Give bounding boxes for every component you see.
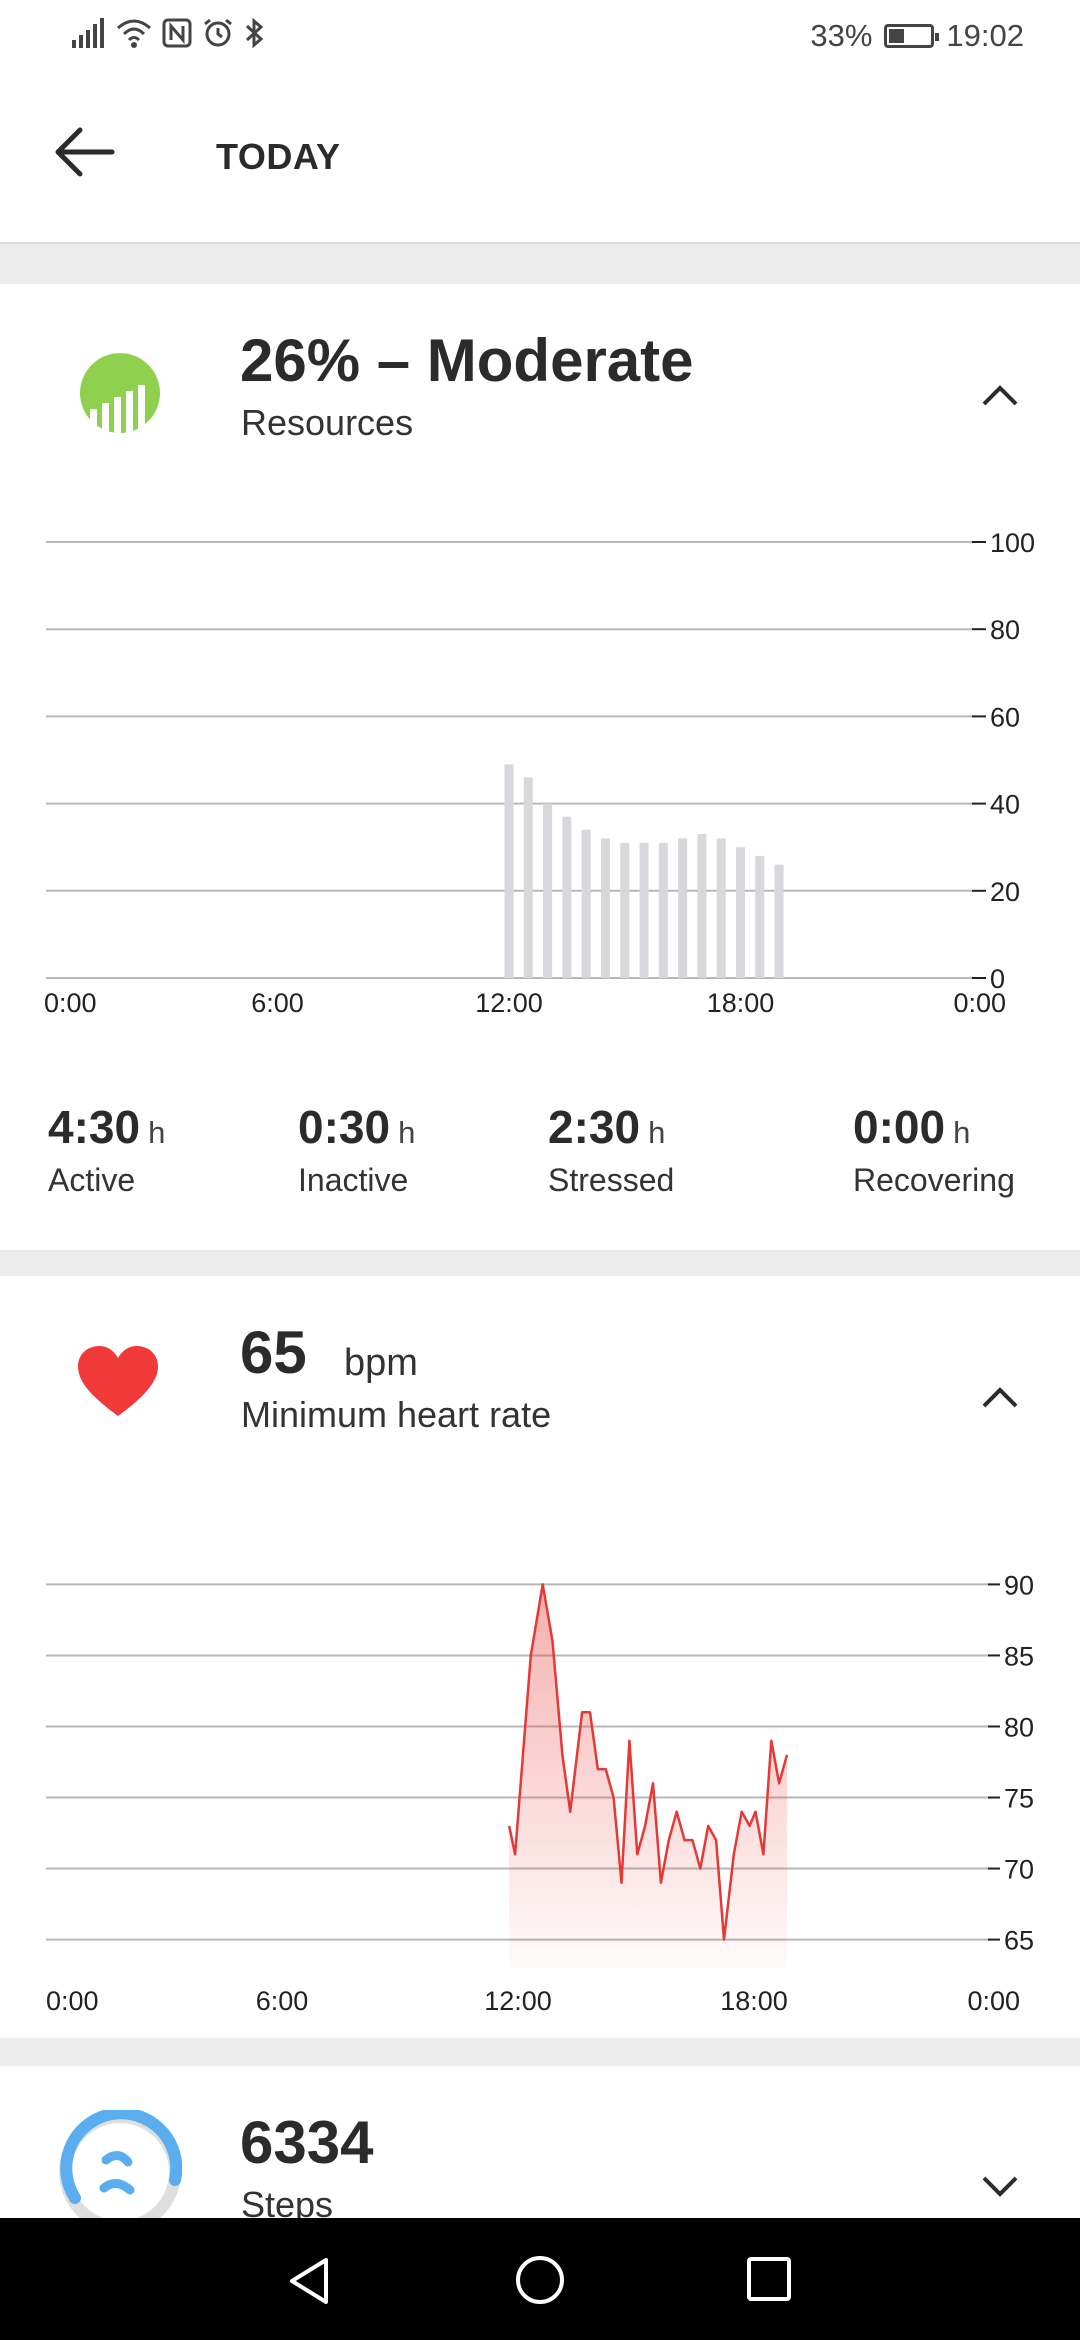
- heart-icon: [78, 1346, 158, 1416]
- resource-bar: [504, 764, 514, 978]
- resource-bar: [581, 829, 591, 978]
- status-icons-right: 33% 19:02: [810, 18, 1024, 54]
- y-tick-label: 0: [990, 964, 1005, 994]
- stat-unit: h: [648, 1115, 666, 1150]
- resources-chart: 0 20 40 60 80 100 0:00 6:00 12:00 18:00 0:00: [44, 528, 1035, 1018]
- x-tick-label: 0:00: [967, 1986, 1020, 2016]
- resources-stats: 4:30 h Active 0:30 h Inactive 2:30 h Stress…: [0, 1100, 1080, 1220]
- resource-bar: [523, 777, 533, 978]
- nav-home-icon[interactable]: [514, 2254, 566, 2306]
- heart-rate-unit: bpm: [344, 1342, 418, 1384]
- status-bar: 33% 19:02: [0, 0, 1080, 72]
- resource-bar: [620, 842, 630, 978]
- resource-bar: [600, 838, 610, 978]
- resources-card: 26% – Moderate Resources 0 20 40 60 80 100 0:0…: [0, 284, 1080, 1250]
- y-tick-label: 60: [990, 702, 1020, 732]
- bluetooth-icon: [245, 18, 264, 48]
- steps-icon: [59, 2110, 182, 2218]
- resource-bar: [562, 816, 572, 978]
- resource-bar: [658, 842, 668, 978]
- chevron-up-icon[interactable]: [978, 380, 1022, 410]
- stat-stressed: 2:30 h Stressed: [548, 1100, 674, 1199]
- resources-icon: [80, 353, 160, 433]
- x-tick-label: 12:00: [484, 1986, 552, 2016]
- nfc-icon: [162, 18, 192, 48]
- y-tick-label: 90: [1004, 1570, 1034, 1600]
- stat-label: Inactive: [298, 1162, 409, 1198]
- stat-label: Recovering: [853, 1162, 1015, 1198]
- resource-bar: [678, 838, 688, 978]
- chevron-up-icon[interactable]: [978, 1382, 1022, 1412]
- y-tick-label: 85: [1004, 1641, 1034, 1671]
- stat-value: 0:00: [853, 1101, 946, 1153]
- resources-value: 26% – Moderate: [240, 327, 694, 394]
- y-tick-label: 70: [1004, 1855, 1034, 1885]
- alarm-icon: [204, 18, 232, 47]
- stat-value: 0:30: [298, 1101, 391, 1153]
- stat-inactive: 0:30 h Inactive: [298, 1100, 415, 1199]
- x-tick-label: 0:00: [953, 988, 1006, 1018]
- signal-icon: [72, 18, 104, 48]
- steps-card: 6334 Steps: [0, 2066, 1080, 2218]
- nav-recents-icon[interactable]: [746, 2256, 792, 2302]
- heart-rate-card: 65 bpm Minimum heart rate 65 70 75 80 85 90 0:…: [0, 1276, 1080, 2038]
- x-tick-label: 12:00: [475, 988, 543, 1018]
- page-title: TODAY: [216, 136, 341, 177]
- stat-active: 4:30 h Active: [48, 1100, 165, 1199]
- x-tick-label: 18:00: [707, 988, 775, 1018]
- steps-label: Steps: [241, 2184, 334, 2218]
- stat-unit: h: [148, 1115, 166, 1150]
- y-tick-label: 80: [1004, 1712, 1034, 1742]
- x-tick-label: 0:00: [44, 988, 97, 1018]
- x-tick-label: 6:00: [251, 988, 304, 1018]
- resource-bar: [774, 864, 784, 978]
- x-tick-label: 0:00: [46, 1986, 99, 2016]
- resources-label: Resources: [241, 402, 414, 443]
- y-tick-label: 40: [990, 790, 1020, 820]
- heart-rate-label: Minimum heart rate: [241, 1394, 552, 1435]
- chevron-down-icon[interactable]: [978, 2170, 1022, 2200]
- stat-value: 4:30: [48, 1101, 141, 1153]
- heart-rate-chart: 65 70 75 80 85 90 0:00 6:00 12:00 18:00 0:00: [46, 1570, 1034, 2016]
- y-tick-label: 80: [990, 615, 1020, 645]
- y-tick-label: 100: [990, 528, 1035, 558]
- stat-value: 2:30: [548, 1101, 641, 1153]
- y-tick-label: 65: [1004, 1926, 1034, 1956]
- y-tick-label: 20: [990, 877, 1020, 907]
- system-nav-bar: [0, 2218, 1080, 2340]
- resource-bar: [736, 847, 745, 978]
- resource-bar: [639, 842, 649, 978]
- stat-unit: h: [398, 1115, 416, 1150]
- status-icons-left: [72, 18, 266, 48]
- back-arrow-icon[interactable]: [50, 122, 120, 182]
- steps-value: 6334: [240, 2109, 374, 2176]
- stat-recovering: 0:00 h Recovering: [853, 1100, 1015, 1199]
- heart-rate-area: [509, 1584, 788, 1968]
- x-tick-label: 18:00: [720, 1986, 788, 2016]
- resource-bar: [716, 838, 726, 978]
- resource-bar: [697, 834, 707, 978]
- heart-rate-line: [507, 1583, 789, 1941]
- heart-rate-value: 65: [240, 1319, 307, 1386]
- resource-bar: [543, 803, 553, 978]
- nav-back-icon[interactable]: [286, 2256, 332, 2306]
- stat-label: Active: [48, 1162, 136, 1198]
- stat-unit: h: [953, 1115, 971, 1150]
- resource-bar: [755, 855, 765, 978]
- clock: 19:02: [946, 18, 1024, 53]
- battery-icon: [884, 24, 940, 48]
- stat-label: Stressed: [548, 1162, 675, 1198]
- battery-percent: 33%: [810, 18, 873, 53]
- wifi-icon: [117, 19, 151, 48]
- app-bar: TODAY: [0, 72, 1080, 244]
- x-tick-label: 6:00: [256, 1986, 309, 2016]
- y-tick-label: 75: [1004, 1784, 1034, 1814]
